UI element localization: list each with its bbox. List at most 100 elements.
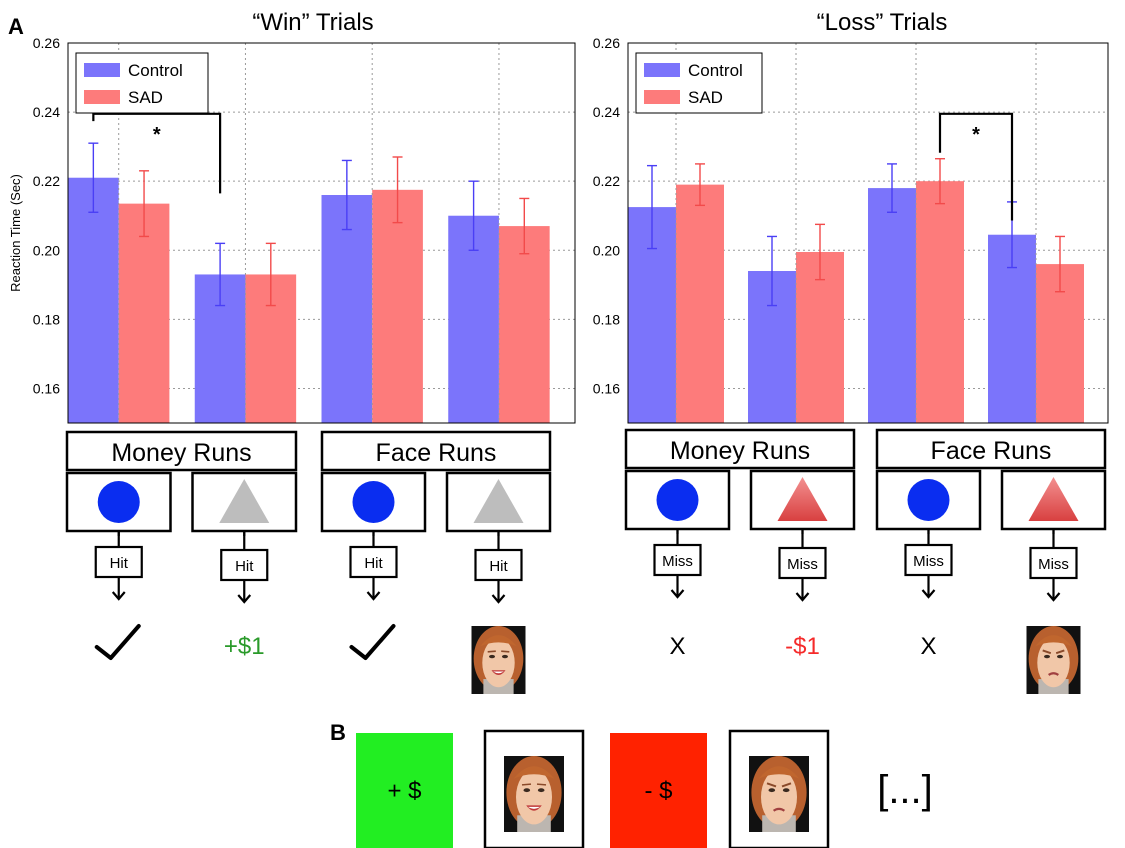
arrow-down-icon bbox=[921, 589, 936, 599]
chart-title: “Loss” Trials bbox=[817, 9, 948, 36]
panel-label-b: B bbox=[330, 720, 346, 745]
significance-bracket bbox=[938, 112, 1014, 221]
outcome-box bbox=[778, 546, 827, 580]
outcome-result: X bbox=[669, 633, 685, 660]
checkmark-icon bbox=[349, 624, 396, 660]
legend-swatch bbox=[644, 63, 680, 77]
cue-group: Face Runs Hit Hit bbox=[320, 430, 552, 694]
smiling-face-icon bbox=[471, 626, 526, 694]
outcome-label: Hit bbox=[364, 555, 383, 572]
face-brow-left bbox=[766, 782, 777, 788]
face-brow-left bbox=[1042, 649, 1052, 655]
legend-label: Control bbox=[688, 61, 743, 80]
arrow-down-icon bbox=[366, 591, 381, 601]
circle-icon bbox=[352, 481, 395, 523]
face-teeth bbox=[528, 806, 540, 809]
run-label: Money Runs bbox=[111, 439, 251, 467]
bar bbox=[498, 226, 550, 423]
face-eye-left bbox=[1044, 654, 1050, 659]
ellipsis-text: [...] bbox=[877, 768, 933, 812]
outcome-result: X bbox=[920, 633, 936, 660]
outcome-label: Miss bbox=[913, 553, 944, 570]
cue: Hit bbox=[320, 471, 427, 660]
face-skin bbox=[516, 769, 552, 825]
outcome-label: Hit bbox=[110, 555, 129, 572]
bar bbox=[796, 252, 844, 423]
bar bbox=[916, 181, 964, 423]
run-label-box bbox=[65, 430, 298, 472]
significance-star: * bbox=[153, 124, 161, 146]
y-tick-label: 0.18 bbox=[593, 311, 620, 327]
legend-swatch bbox=[84, 63, 120, 77]
run-label-box bbox=[875, 428, 1107, 470]
red-box bbox=[610, 733, 707, 848]
bar bbox=[321, 195, 373, 423]
legend-swatch bbox=[84, 90, 120, 104]
legend-label: Control bbox=[128, 61, 183, 80]
chart-loss: “Loss” Trials 0.16 0.18 0.20 0.22 0.24 0.26 Con… bbox=[593, 9, 1109, 424]
y-tick-label: 0.26 bbox=[33, 35, 60, 51]
arrow-down-icon bbox=[491, 594, 506, 604]
legend-label: SAD bbox=[128, 88, 163, 107]
run-label: Face Runs bbox=[376, 439, 497, 467]
face-fringe bbox=[1035, 635, 1072, 647]
significance-star: * bbox=[972, 124, 980, 146]
face-eye-right bbox=[1057, 654, 1063, 659]
face-skin bbox=[482, 638, 515, 688]
plot-frame bbox=[627, 42, 1109, 424]
sequence-label: + $ bbox=[387, 778, 421, 805]
cue: Miss -$1 bbox=[749, 469, 856, 660]
face-brow-right bbox=[501, 650, 510, 653]
arrow-down-icon bbox=[670, 589, 685, 599]
face-brow-right bbox=[781, 782, 792, 788]
face-skin bbox=[1037, 638, 1070, 688]
angry-face-icon bbox=[749, 756, 809, 832]
y-tick-label: 0.22 bbox=[33, 173, 60, 189]
y-axis-label: Reaction Time (Sec) bbox=[8, 174, 23, 292]
sequence-item: + $ bbox=[356, 733, 453, 848]
run-label: Money Runs bbox=[670, 437, 810, 465]
run-label-box bbox=[624, 428, 856, 470]
bar bbox=[676, 184, 724, 423]
y-tick-label: 0.26 bbox=[593, 35, 620, 51]
outcome-box bbox=[94, 545, 143, 579]
cue-group: Money Runs Hit Hit +$1 bbox=[65, 430, 298, 660]
outcome-box bbox=[349, 545, 398, 579]
triangle-icon bbox=[1028, 477, 1079, 521]
face-fringe bbox=[758, 766, 800, 779]
y-tick-label: 0.20 bbox=[593, 242, 620, 258]
sequence-item: - $ bbox=[610, 733, 707, 848]
outcome-box bbox=[220, 548, 269, 582]
bar bbox=[868, 188, 916, 423]
y-tick-label: 0.16 bbox=[33, 380, 60, 396]
outcome-box bbox=[1029, 546, 1078, 580]
outcome-label: Hit bbox=[489, 558, 508, 575]
circle-icon bbox=[97, 481, 140, 523]
y-tick-label: 0.18 bbox=[33, 311, 60, 327]
angry-face-icon bbox=[1026, 626, 1081, 694]
legend: Control SAD bbox=[75, 52, 209, 114]
outcome-label: Miss bbox=[787, 556, 818, 573]
run-label: Face Runs bbox=[931, 437, 1052, 465]
outcome-label: Miss bbox=[662, 553, 693, 570]
legend-swatch bbox=[644, 90, 680, 104]
face-fringe bbox=[480, 635, 517, 647]
cue: Hit +$1 bbox=[191, 471, 298, 660]
panel-b-sequence: + $ - $ [...] bbox=[356, 729, 933, 848]
legend-label: SAD bbox=[688, 88, 723, 107]
face-eye-right bbox=[537, 788, 545, 793]
sequence-item bbox=[728, 729, 830, 848]
outcome-result: +$1 bbox=[224, 633, 265, 660]
outcome-box bbox=[904, 543, 953, 577]
arrow-down-icon bbox=[237, 594, 252, 604]
face-teeth bbox=[493, 671, 504, 674]
arrow-down-icon bbox=[111, 591, 126, 601]
sequence-item: [...] bbox=[877, 768, 933, 812]
triangle-icon bbox=[777, 477, 828, 521]
chart-title: “Win” Trials bbox=[252, 9, 373, 36]
checkmark-icon bbox=[94, 624, 141, 660]
arrow-down-icon bbox=[795, 592, 810, 602]
face-brow-left bbox=[521, 783, 532, 786]
